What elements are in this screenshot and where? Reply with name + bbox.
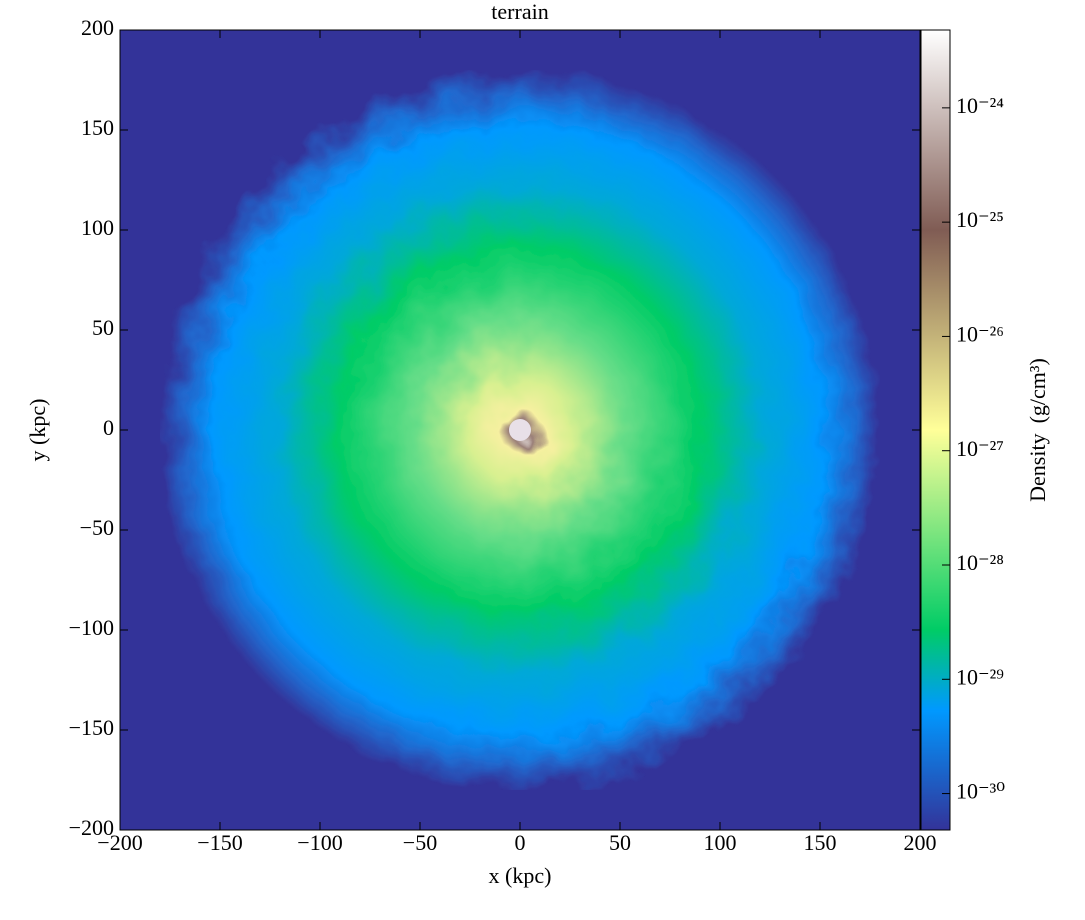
colorbar-unit: (g/cm³) bbox=[1025, 358, 1050, 423]
x-axis-label: x (kpc) bbox=[489, 863, 552, 888]
y-tick-label: 200 bbox=[81, 15, 114, 40]
y-tick-label: −50 bbox=[80, 515, 114, 540]
y-axis-label: y (kpc) bbox=[25, 399, 50, 462]
colorbar bbox=[920, 29, 951, 831]
colorbar-title: Density bbox=[1025, 433, 1050, 501]
y-tick-label: 150 bbox=[81, 115, 114, 140]
colorbar-label: Density (g/cm³) bbox=[1025, 358, 1050, 502]
x-tick-label: −200 bbox=[97, 830, 142, 855]
chart-title: terrain bbox=[491, 0, 548, 24]
x-tick-label: −100 bbox=[297, 830, 342, 855]
colorbar-tick-label: 10⁻²⁸ bbox=[956, 550, 1004, 575]
y-tick-label: −150 bbox=[69, 715, 114, 740]
y-tick-label: −100 bbox=[69, 615, 114, 640]
y-tick-label: −200 bbox=[69, 815, 114, 840]
colorbar-tick-label: 10⁻²⁵ bbox=[956, 207, 1004, 232]
x-tick-label: −50 bbox=[403, 830, 437, 855]
colorbar-tick-label: 10⁻²⁷ bbox=[956, 436, 1004, 461]
y-tick-label: 100 bbox=[81, 215, 114, 240]
colorbar-tick-label: 10⁻²⁴ bbox=[956, 93, 1004, 118]
x-tick-label: 100 bbox=[704, 830, 737, 855]
x-tick-label: 200 bbox=[904, 830, 937, 855]
x-tick-label: 150 bbox=[804, 830, 837, 855]
density-core bbox=[509, 419, 531, 441]
colorbar-tick-label: 10⁻²⁶ bbox=[956, 321, 1004, 346]
colorbar-tick-label: 10⁻²⁹ bbox=[956, 664, 1004, 689]
y-tick-label: 50 bbox=[92, 315, 114, 340]
colorbar-tick-label: 10⁻³⁰ bbox=[956, 779, 1005, 804]
y-tick-label: 0 bbox=[103, 415, 114, 440]
x-tick-label: −150 bbox=[197, 830, 242, 855]
x-tick-label: 50 bbox=[609, 830, 631, 855]
x-tick-label: 0 bbox=[515, 830, 526, 855]
